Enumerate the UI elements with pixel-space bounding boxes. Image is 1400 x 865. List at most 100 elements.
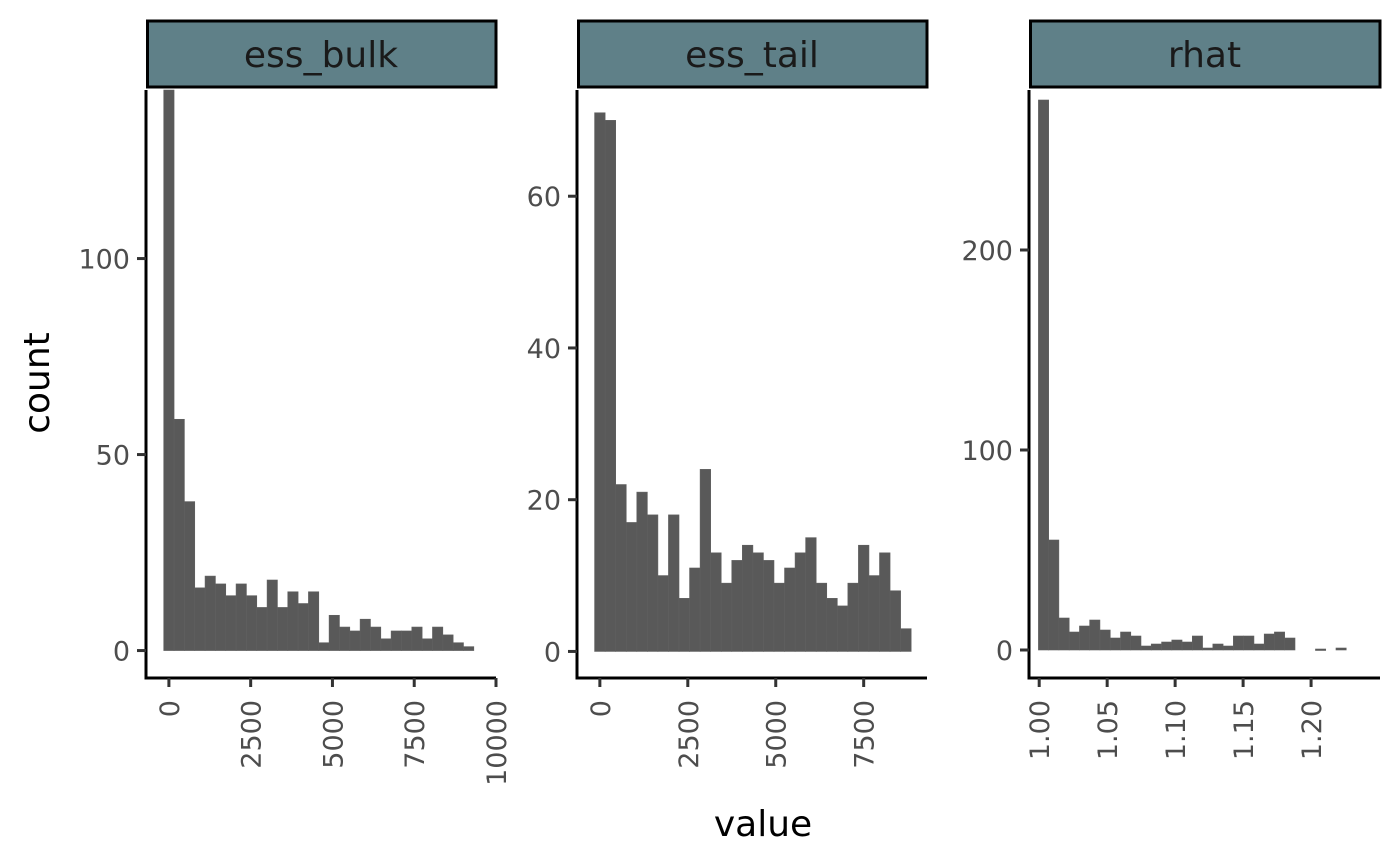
- strip-ess-tail: [577, 19, 929, 89]
- bar-ess-bulk-6: [225, 595, 237, 651]
- x-tick-label-ess-bulk-2: 5000: [318, 700, 349, 769]
- strip-rhat: [1029, 19, 1382, 89]
- bar-ess-tail-21: [815, 582, 828, 652]
- bar-rhat-16: [1202, 647, 1214, 651]
- bar-ess-bulk-22: [390, 630, 402, 651]
- bar-ess-bulk-9: [256, 607, 268, 651]
- y-tick-label-rhat-0: 0: [996, 636, 1013, 667]
- y-tick-label-ess-bulk-1: 50: [96, 441, 130, 472]
- bar-rhat-11: [1150, 643, 1162, 651]
- bar-ess-tail-4: [636, 491, 648, 652]
- bar-rhat-24: [1284, 637, 1296, 651]
- bar-ess-bulk-18: [349, 630, 361, 651]
- bar-ess-tail-0: [594, 112, 606, 652]
- bar-ess-tail-10: [699, 469, 711, 652]
- y-tick-label-ess-bulk-2: 100: [78, 245, 130, 276]
- bar-rhat-9: [1130, 635, 1142, 651]
- x-tick-label-rhat-2: 1.10: [1161, 700, 1192, 760]
- bar-rhat-21: [1253, 643, 1265, 651]
- facet-ess-bulk: ess_bulk 0 50 100 0 2500 5000 7500 10000: [78, 19, 513, 786]
- bar-rhat-15: [1191, 635, 1203, 651]
- bar-ess-tail-14: [742, 544, 754, 652]
- x-tick-label-ess-bulk-1: 2500: [237, 700, 268, 769]
- bar-ess-bulk-15: [318, 642, 330, 651]
- bar-rhat-7: [1109, 637, 1121, 651]
- bar-ess-bulk-29: [463, 646, 475, 651]
- bar-ess-bulk-21: [380, 638, 392, 651]
- x-tick-label-rhat-4: 1.20: [1297, 700, 1328, 760]
- bar-ess-bulk-19: [359, 618, 371, 651]
- x-tick-label-ess-tail-2: 5000: [762, 700, 793, 769]
- bar-ess-tail-12: [720, 582, 733, 652]
- bar-ess-bulk-7: [235, 583, 247, 651]
- bar-rhat-22: [1263, 633, 1275, 651]
- bar-rhat-12: [1161, 641, 1173, 651]
- y-tick-label-rhat-1: 100: [961, 436, 1013, 467]
- bar-ess-bulk-3: [194, 587, 206, 651]
- x-tick-label-ess-bulk-3: 7500: [400, 700, 431, 769]
- y-tick-label-ess-tail-1: 20: [527, 486, 561, 517]
- bar-ess-tail-8: [678, 598, 690, 652]
- bars-ess-tail: [594, 112, 912, 652]
- x-axis-title: value: [714, 804, 812, 845]
- bar-ess-bulk-4: [204, 575, 216, 651]
- bar-ess-tail-19: [794, 552, 806, 652]
- x-tick-label-rhat-0: 1.00: [1025, 700, 1056, 760]
- bar-ess-tail-15: [752, 552, 764, 652]
- bar-ess-bulk-27: [442, 634, 454, 651]
- bar-ess-bulk-25: [421, 638, 433, 651]
- x-tick-label-ess-tail-3: 7500: [850, 700, 881, 769]
- x-tick-label-ess-bulk-4: 10000: [482, 700, 513, 786]
- bar-ess-tail-16: [763, 560, 775, 652]
- bar-rhat-27: [1315, 648, 1327, 651]
- bar-ess-bulk-2: [184, 501, 196, 651]
- bar-ess-bulk-11: [277, 607, 289, 651]
- bar-rhat-5: [1089, 619, 1101, 651]
- bar-ess-tail-1: [604, 120, 616, 652]
- x-tick-label-ess-bulk-0: 0: [155, 700, 186, 717]
- bar-rhat-18: [1222, 645, 1234, 651]
- x-tick-label-rhat-3: 1.15: [1229, 700, 1260, 760]
- bar-ess-bulk-28: [452, 642, 464, 651]
- bar-ess-bulk-5: [215, 583, 227, 651]
- bar-rhat-13: [1171, 639, 1183, 651]
- y-tick-label-ess-tail-0: 0: [544, 637, 561, 668]
- bar-ess-tail-17: [773, 582, 785, 652]
- bar-rhat-29: [1335, 647, 1347, 651]
- bar-ess-tail-27: [879, 552, 891, 652]
- bar-ess-tail-22: [826, 598, 838, 652]
- bar-ess-bulk-12: [287, 591, 299, 651]
- y-axis-title: count: [17, 332, 58, 434]
- y-tick-label-ess-tail-3: 60: [527, 182, 561, 213]
- bar-rhat-19: [1233, 635, 1244, 651]
- bar-rhat-2: [1058, 617, 1070, 651]
- bar-ess-bulk-1: [173, 418, 185, 651]
- bar-ess-bulk-20: [370, 626, 382, 651]
- strip-label-ess-tail: ess_tail: [685, 35, 819, 76]
- y-tick-label-ess-bulk-0: 0: [113, 637, 130, 668]
- bar-ess-bulk-16: [328, 614, 340, 651]
- y-tick-label-ess-tail-2: 40: [527, 334, 561, 365]
- bar-ess-tail-20: [805, 537, 817, 652]
- bar-ess-tail-26: [868, 575, 880, 652]
- facet-rhat: rhat 0 100 200 1.00 1.05 1.10 1.15 1.20: [961, 19, 1382, 760]
- bar-ess-tail-29: [900, 628, 912, 652]
- bar-ess-tail-13: [731, 560, 743, 652]
- bar-ess-bulk-10: [266, 579, 278, 651]
- bar-ess-tail-3: [625, 522, 638, 652]
- bar-ess-tail-6: [657, 575, 669, 652]
- facet-ess-tail: ess_tail 0 20 40 60 0 2500 5000 7500: [527, 19, 929, 769]
- bar-ess-bulk-0: [163, 89, 175, 651]
- bar-ess-tail-23: [837, 605, 849, 652]
- bar-ess-bulk-26: [432, 626, 444, 651]
- y-tick-label-rhat-2: 200: [961, 236, 1013, 267]
- bar-ess-bulk-24: [411, 626, 423, 651]
- bar-rhat-8: [1120, 631, 1132, 651]
- bar-rhat-0: [1038, 99, 1049, 651]
- bar-ess-bulk-13: [297, 603, 309, 651]
- bar-ess-tail-11: [710, 552, 722, 652]
- strip-label-rhat: rhat: [1168, 35, 1241, 76]
- bar-ess-tail-24: [847, 582, 859, 652]
- strip-label-ess-bulk: ess_bulk: [244, 35, 398, 76]
